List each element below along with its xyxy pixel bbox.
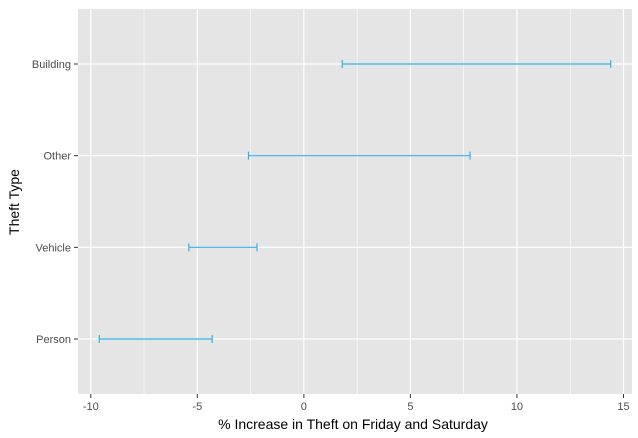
x-tick-label: -10: [83, 401, 99, 413]
x-tick-label: 15: [617, 401, 629, 413]
x-axis-ticks: -10 -5 0 5 10 15: [83, 394, 630, 413]
x-tick-label: 0: [301, 401, 307, 413]
y-tick-label: Vehicle: [36, 242, 71, 254]
y-tick-label: Other: [43, 151, 71, 163]
interval-bars: [98, 60, 612, 343]
plot-panel: [78, 9, 632, 394]
y-axis-ticks: Building Other Vehicle Person: [32, 59, 78, 346]
x-tick-label: 5: [407, 401, 413, 413]
y-axis-title: Theft Type: [6, 169, 22, 235]
minor-gridlines: [143, 9, 571, 394]
x-axis-title: % Increase in Theft on Friday and Saturd…: [218, 416, 488, 432]
y-tick-label: Building: [32, 59, 71, 71]
x-tick-label: -5: [192, 401, 202, 413]
x-tick-label: 10: [511, 401, 523, 413]
y-tick-label: Person: [36, 334, 71, 346]
